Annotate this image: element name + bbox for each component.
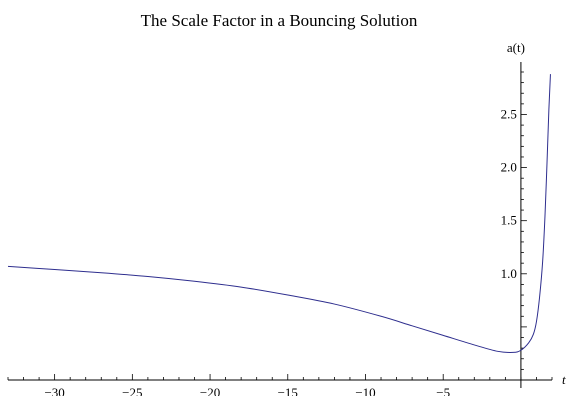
major-ticks	[54, 114, 527, 380]
x-tick-label: −15	[278, 385, 298, 396]
y-tick-label: 1.0	[501, 266, 517, 281]
x-axis-label: t	[562, 372, 566, 387]
x-tick-label: −30	[44, 385, 64, 396]
axes	[8, 62, 552, 388]
y-tick-label: 2.5	[501, 106, 517, 121]
y-axis-label: a(t)	[507, 40, 525, 55]
chart-title: The Scale Factor in a Bouncing Solution	[141, 11, 418, 30]
x-tick-label: −10	[355, 385, 375, 396]
y-tick-label: 2.0	[501, 160, 517, 175]
x-tick-label: −20	[200, 385, 220, 396]
y-tick-label: 1.5	[501, 213, 517, 228]
minor-ticks	[7, 71, 553, 380]
x-tick-label: −25	[122, 385, 142, 396]
series-line	[7, 74, 551, 353]
tick-labels: −30 −25 −20 −15 −10 −5 1.0 1.5 2.0 2.5	[44, 106, 516, 396]
series	[7, 74, 551, 353]
x-tick-label: −5	[436, 385, 450, 396]
